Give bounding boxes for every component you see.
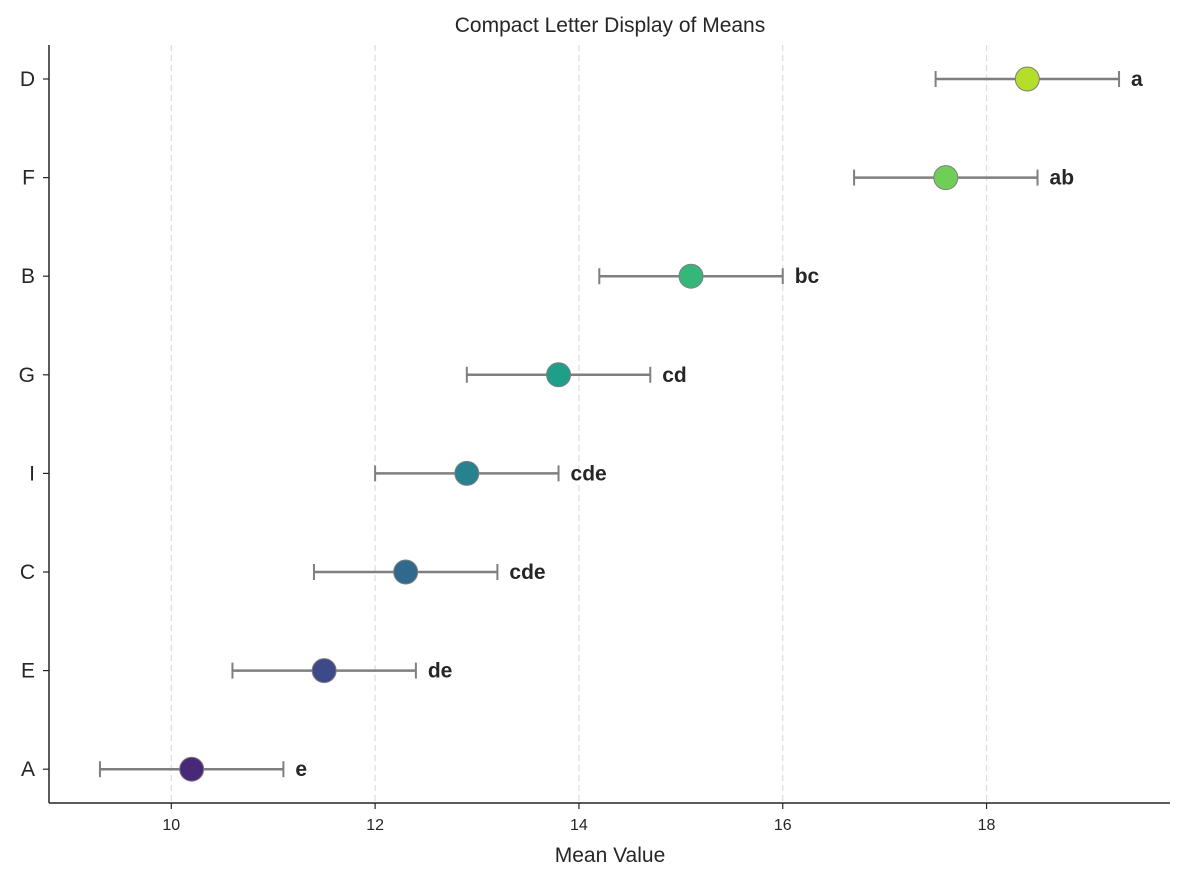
group-letter-label: de	[428, 660, 453, 683]
group-letter-label: cde	[571, 462, 607, 485]
mean-point	[179, 756, 205, 782]
group-letter-label: bc	[795, 265, 820, 288]
mean-point	[546, 362, 572, 388]
mean-point	[311, 658, 337, 684]
x-tick-label: 12	[366, 817, 384, 834]
x-tick-label: 10	[162, 817, 180, 834]
group-letters: a ab bc cd cde cde de e	[295, 68, 1143, 781]
y-tick-label: F	[22, 167, 35, 190]
x-tick-label: 18	[978, 817, 996, 834]
y-ticks: D F B G I C E A	[19, 68, 49, 781]
error-bars	[98, 71, 1121, 778]
x-ticks: 10 12 14 16 18	[162, 803, 996, 834]
y-tick-label: C	[20, 561, 35, 584]
x-axis-label: Mean Value	[555, 844, 666, 867]
group-letter-label: cde	[509, 561, 545, 584]
group-letter-label: cd	[662, 364, 687, 387]
mean-point	[1014, 66, 1040, 92]
mean-point	[678, 263, 704, 289]
axes	[48, 45, 1170, 804]
y-tick-label: B	[21, 265, 35, 288]
y-tick-label: D	[20, 68, 35, 91]
mean-point	[454, 460, 480, 486]
x-tick-label: 16	[774, 817, 792, 834]
mean-point	[933, 165, 959, 191]
x-tick-label: 14	[570, 817, 588, 834]
y-tick-label: E	[21, 660, 35, 683]
chart-title: Compact Letter Display of Means	[455, 14, 765, 37]
grid-lines	[170, 45, 988, 803]
group-letter-label: e	[295, 758, 307, 781]
group-letter-label: ab	[1050, 167, 1075, 190]
mean-markers	[179, 66, 1040, 782]
y-tick-label: A	[21, 758, 35, 781]
mean-point	[393, 559, 419, 585]
group-letter-label: a	[1131, 68, 1143, 91]
y-tick-label: I	[29, 462, 35, 485]
y-tick-label: G	[19, 364, 35, 387]
